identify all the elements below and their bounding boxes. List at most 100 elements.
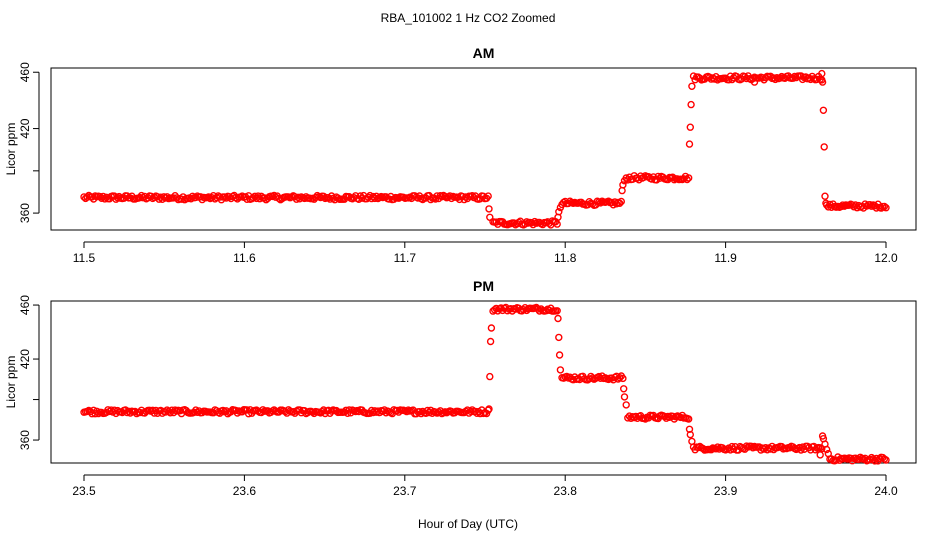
data-point bbox=[553, 307, 561, 315]
data-point bbox=[622, 401, 630, 409]
data-point bbox=[232, 193, 240, 202]
data-point bbox=[296, 195, 304, 203]
data-point bbox=[818, 78, 827, 86]
data-point bbox=[861, 200, 869, 208]
data-point bbox=[641, 415, 650, 423]
figure-title: RBA_101002 1 Hz CO2 Zoomed bbox=[381, 11, 556, 25]
data-point bbox=[816, 451, 824, 459]
data-point bbox=[840, 202, 848, 210]
data-point bbox=[523, 218, 531, 226]
data-point bbox=[818, 69, 826, 78]
x-tick-label: 11.8 bbox=[554, 251, 577, 265]
data-point bbox=[619, 181, 627, 189]
data-point bbox=[485, 405, 493, 413]
data-point bbox=[415, 408, 424, 416]
data-point bbox=[685, 415, 693, 423]
data-point bbox=[556, 203, 565, 212]
data-point bbox=[819, 106, 828, 115]
data-point bbox=[139, 193, 147, 202]
data-point bbox=[786, 444, 794, 452]
data-point bbox=[619, 374, 627, 383]
x-tick-label: 11.5 bbox=[73, 251, 96, 265]
data-point bbox=[350, 193, 358, 202]
data-point bbox=[161, 408, 170, 416]
data-point bbox=[880, 202, 889, 211]
x-tick-label: 23.8 bbox=[554, 484, 578, 498]
data-point bbox=[882, 456, 890, 464]
data-point bbox=[486, 213, 494, 222]
data-point bbox=[617, 197, 625, 206]
data-point bbox=[685, 174, 693, 182]
panel-pm: PM Licor ppm 23.5 23.6 23.7 23.8 23.9 24.0 360 42… bbox=[4, 278, 917, 498]
data-point bbox=[866, 200, 874, 209]
data-point bbox=[204, 193, 213, 201]
data-point bbox=[192, 193, 200, 202]
data-point bbox=[319, 406, 328, 414]
data-point bbox=[685, 140, 694, 148]
data-point bbox=[686, 430, 694, 439]
y-tick-label: 360 bbox=[18, 203, 32, 223]
data-point bbox=[823, 445, 831, 454]
x-tick-label: 23.5 bbox=[72, 484, 96, 498]
data-point bbox=[259, 406, 267, 414]
data-point bbox=[632, 412, 640, 421]
data-point bbox=[510, 219, 518, 227]
data-point bbox=[750, 78, 759, 86]
x-axis-label: Hour of Day (UTC) bbox=[418, 517, 518, 531]
data-point bbox=[689, 72, 698, 80]
y-tick-label: 460 bbox=[18, 295, 32, 315]
data-point bbox=[486, 372, 494, 381]
plot-frame bbox=[50, 67, 917, 231]
data-point bbox=[688, 82, 696, 91]
x-tick-label: 23.9 bbox=[714, 484, 738, 498]
data-point bbox=[441, 192, 449, 201]
data-point bbox=[555, 333, 563, 342]
data-point bbox=[486, 337, 495, 346]
data-point bbox=[713, 443, 722, 451]
plot-frame bbox=[50, 300, 917, 464]
data-point bbox=[820, 143, 828, 151]
x-tick-label: 11.7 bbox=[394, 251, 417, 265]
y-tick-label: 420 bbox=[18, 118, 32, 138]
data-point bbox=[616, 374, 624, 382]
y-tick-label: 420 bbox=[18, 349, 32, 369]
data-point bbox=[555, 351, 564, 359]
x-tick-label: 23.6 bbox=[233, 484, 257, 498]
data-point bbox=[683, 175, 691, 184]
data-point bbox=[553, 220, 561, 228]
data-point bbox=[616, 199, 624, 208]
panel-title: AM bbox=[473, 45, 495, 61]
data-points bbox=[80, 303, 890, 465]
data-point bbox=[686, 123, 694, 131]
y-tick-label: 460 bbox=[18, 62, 32, 82]
data-point bbox=[555, 207, 563, 216]
y-axis-label: Licor ppm bbox=[4, 123, 18, 176]
data-point bbox=[511, 305, 520, 313]
x-tick-label: 11.9 bbox=[714, 251, 737, 265]
data-point bbox=[771, 75, 779, 84]
data-points bbox=[80, 69, 890, 229]
data-point bbox=[490, 306, 499, 314]
x-tick-label: 24.0 bbox=[874, 484, 898, 498]
x-tick-label: 11.6 bbox=[233, 251, 256, 265]
data-point bbox=[821, 192, 829, 200]
data-point bbox=[83, 193, 91, 201]
data-point bbox=[620, 176, 629, 185]
y-tick-label: 360 bbox=[18, 430, 32, 450]
data-point bbox=[654, 172, 662, 181]
data-point bbox=[824, 449, 832, 458]
data-point bbox=[487, 324, 496, 332]
data-point bbox=[531, 217, 539, 226]
data-point bbox=[260, 194, 269, 202]
data-point bbox=[403, 407, 411, 416]
data-point bbox=[620, 385, 628, 393]
data-point bbox=[556, 366, 565, 374]
panel-am: AM Licor ppm 11.5 11.6 11.7 11.8 11.9 12.0 360 42… bbox=[4, 45, 917, 265]
data-point bbox=[687, 100, 695, 109]
data-point bbox=[822, 199, 830, 207]
data-point bbox=[105, 407, 114, 416]
panel-title: PM bbox=[473, 278, 494, 294]
data-point bbox=[219, 406, 227, 415]
